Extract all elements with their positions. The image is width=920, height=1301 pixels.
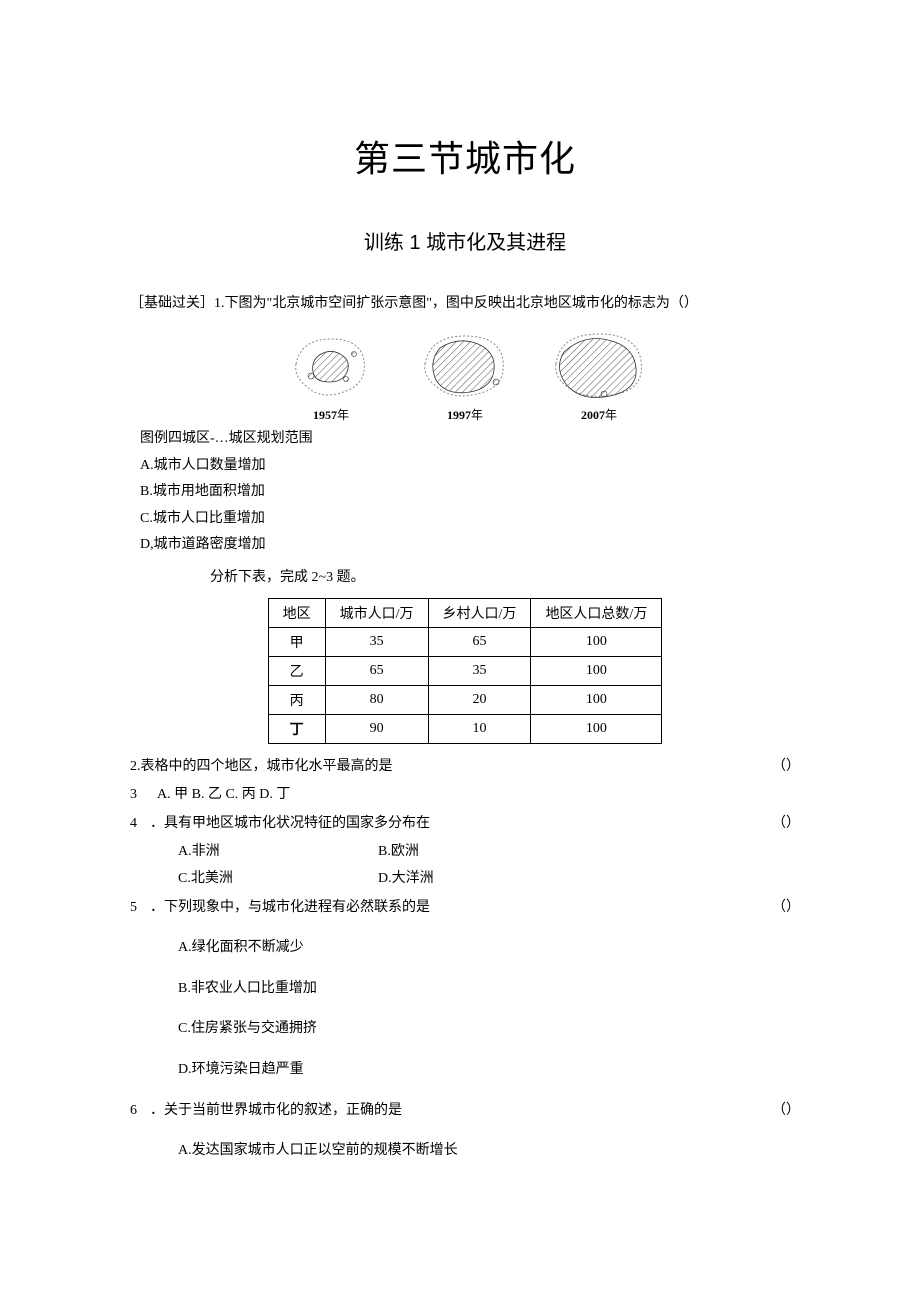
th-region: 地区 [268,598,325,627]
q1-optD: D,城市道路密度增加 [140,532,800,559]
map-2007-icon [544,324,654,404]
page-subtitle: 训练 1 城市化及其进程 [130,226,800,255]
q1-optA: A.城市人口数量增加 [140,453,800,480]
table-intro: 分析下表，完成 2~3 题。 [210,565,800,592]
q1-optB: B.城市用地面积增加 [140,479,800,506]
q4-paren: （） [764,811,800,838]
q5-optA: A.绿化面积不断减少 [178,935,800,962]
q2-paren: （） [764,754,800,781]
table-header-row: 地区 城市人口/万 乡村人口/万 地区人口总数/万 [268,598,662,627]
q3-options-line: 3 A. 甲 B. 乙 C. 丙 D. 丁 [130,782,800,809]
page-title: 第三节城市化 [130,130,800,182]
q4-optD: D.大洋洲 [378,866,578,893]
q4-options-row1: A.非洲 B.欧洲 [178,839,800,866]
map-1997-icon [410,324,520,404]
th-total: 地区人口总数/万 [531,598,662,627]
fig-2007: 2007年 [544,324,654,423]
q4-options-row2: C.北美洲 D.大洋洲 [178,866,800,893]
q5-line: 5．下列现象中，与城市化进程有必然联系的是 （） [130,895,800,922]
q5-optD: D.环境污染日趋严重 [178,1057,800,1084]
q1-optC: C.城市人口比重增加 [140,506,800,533]
q4-optB: B.欧洲 [378,839,578,866]
q6-line: 6．关于当前世界城市化的叙述，正确的是 （） [130,1098,800,1125]
table-row: 甲 35 65 100 [268,627,662,656]
document-page: 第三节城市化 训练 1 城市化及其进程 ［基础过关］1.下图为"北京城市空间扩张… [0,0,920,1301]
table-row: 丙 80 20 100 [268,685,662,714]
q4-optC: C.北美洲 [178,866,378,893]
th-urban: 城市人口/万 [325,598,428,627]
q6-paren: （） [764,1098,800,1125]
th-rural: 乡村人口/万 [428,598,531,627]
q5-optB: B.非农业人口比重增加 [178,976,800,1003]
fig-1957: 1957年 [276,324,386,423]
q5-optC: C.住房紧张与交通拥挤 [178,1016,800,1043]
q1-figure-row: 1957年 1997年 [130,324,800,423]
fig-2007-caption: 2007年 [544,406,654,423]
population-table: 地区 城市人口/万 乡村人口/万 地区人口总数/万 甲 35 65 100 乙 … [268,598,663,744]
q4-optA: A.非洲 [178,839,378,866]
fig-1997-caption: 1997年 [410,406,520,423]
fig-1997: 1997年 [410,324,520,423]
q2-line: 2.表格中的四个地区，城市化水平最高的是 （） [130,754,800,781]
q6-optA: A.发达国家城市人口正以空前的规模不断增长 [178,1138,800,1165]
fig-1957-caption: 1957年 [276,406,386,423]
q4-line: 4．具有甲地区城市化状况特征的国家多分布在 （） [130,811,800,838]
q5-paren: （） [764,895,800,922]
table-row: 乙 65 35 100 [268,656,662,685]
table-row: 丁 90 10 100 [268,714,662,743]
q1-legend: 图例四城区-…城区规划范围 [140,427,800,447]
q1-lead: ［基础过关］1.下图为"北京城市空间扩张示意图"，图中反映出北京地区城市化的标志… [130,291,800,318]
map-1957-icon [276,324,386,404]
